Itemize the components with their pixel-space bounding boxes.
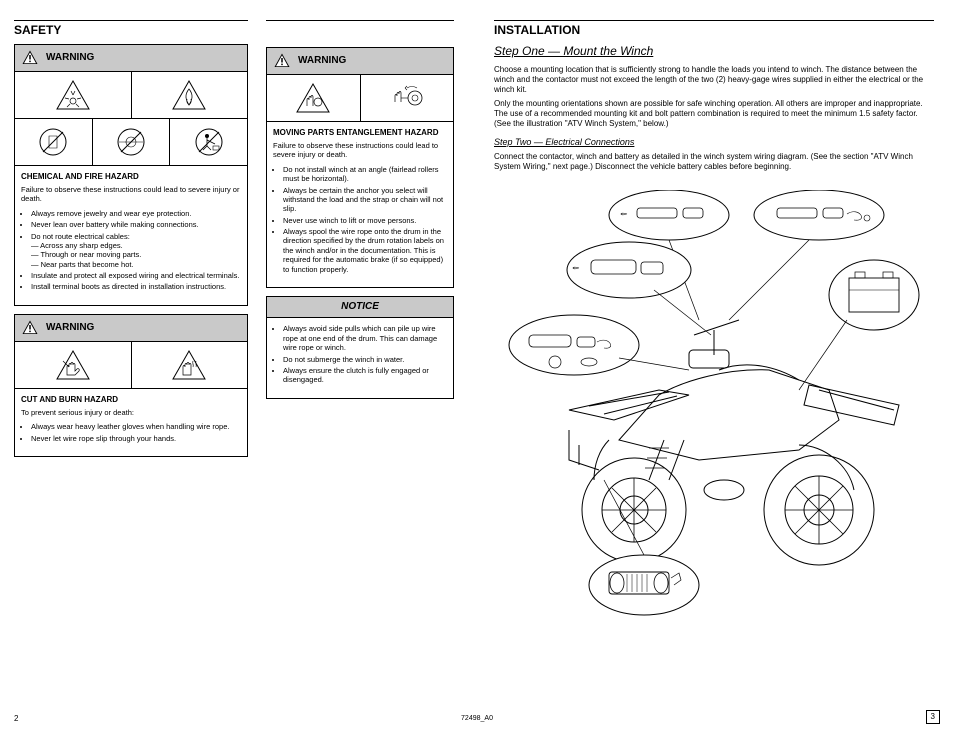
warn-header: WARNING bbox=[267, 48, 453, 75]
warn-chemical-fire: WARNING bbox=[14, 44, 248, 306]
warn-item: Never let wire rope slip through your ha… bbox=[31, 434, 241, 443]
warn-item: Do not route electrical cables: — Across… bbox=[31, 232, 241, 270]
alert-icon bbox=[20, 49, 40, 67]
alert-icon bbox=[272, 52, 292, 70]
warn-item: Always spool the wire rope onto the drum… bbox=[283, 227, 447, 274]
notice-header: NOTICE bbox=[267, 297, 453, 319]
warn-label: WARNING bbox=[46, 52, 94, 65]
no-sharp-edges-icon bbox=[93, 119, 171, 165]
warn-label: WARNING bbox=[298, 55, 346, 68]
notice-list: Always avoid side pulls which can pile u… bbox=[283, 324, 447, 384]
explosion-icon bbox=[15, 72, 132, 118]
warn-sub: Failure to observe these instructions co… bbox=[21, 185, 241, 204]
notice-item: Always ensure the clutch is fully engage… bbox=[283, 366, 447, 385]
notice-item: Always avoid side pulls which can pile u… bbox=[283, 324, 447, 352]
col-installation: INSTALLATION Step One — Mount the Winch … bbox=[494, 20, 934, 680]
warn-item: Do not install winch at an angle (fairle… bbox=[283, 165, 447, 184]
callout-handlebar-switch bbox=[509, 315, 689, 375]
install-title: INSTALLATION bbox=[494, 23, 934, 38]
notice-label: NOTICE bbox=[341, 301, 379, 314]
install-body-1: Choose a mounting location that is suffi… bbox=[494, 65, 934, 95]
warn-item: Never lean over battery while making con… bbox=[31, 220, 241, 229]
callout-battery bbox=[799, 260, 919, 390]
notice-item: Do not submerge the winch in water. bbox=[283, 355, 447, 364]
icon-row bbox=[267, 75, 453, 122]
warn-header: WARNING bbox=[15, 315, 247, 342]
warn-sub: Failure to observe these instructions co… bbox=[273, 141, 447, 160]
doc-id: 72498_A0 bbox=[461, 715, 493, 724]
warn-body-2: CUT AND BURN HAZARD To prevent serious i… bbox=[15, 389, 247, 456]
warn-header: WARNING bbox=[15, 45, 247, 72]
icon-row bbox=[15, 342, 247, 389]
warn-item: Always remove jewelry and wear eye prote… bbox=[31, 209, 241, 218]
warn-moving-parts: WARNING MOVING PARTS ENTANGLEMENT HAZARD… bbox=[266, 47, 454, 288]
warn-item: Install terminal boots as directed in in… bbox=[31, 282, 241, 291]
alert-icon bbox=[20, 319, 40, 337]
safety-title: SAFETY bbox=[14, 23, 248, 38]
step-1: Step One — Mount the Winch bbox=[494, 44, 934, 59]
warn-label: WARNING bbox=[46, 322, 94, 335]
page-num-left: 2 bbox=[14, 714, 18, 724]
warn-heading: CHEMICAL AND FIRE HAZARD bbox=[21, 172, 241, 182]
no-lean-icon bbox=[170, 119, 247, 165]
warn-item: Always wear heavy leather gloves when ha… bbox=[31, 422, 241, 431]
install-body-2: Only the mounting orientations shown are… bbox=[494, 99, 934, 129]
warn-list: Always remove jewelry and wear eye prote… bbox=[31, 209, 241, 292]
warn-body-1: CHEMICAL AND FIRE HAZARD Failure to obse… bbox=[15, 166, 247, 305]
warn-heading: CUT AND BURN HAZARD bbox=[21, 395, 241, 405]
no-jewelry-icon bbox=[15, 119, 93, 165]
warn-item: Never use winch to lift or move persons. bbox=[283, 216, 447, 225]
warn-body: MOVING PARTS ENTANGLEMENT HAZARD Failure… bbox=[267, 122, 453, 287]
warn-heading: MOVING PARTS ENTANGLEMENT HAZARD bbox=[273, 128, 447, 138]
step-2: Step Two — Electrical Connections bbox=[494, 137, 934, 148]
icon-row-2 bbox=[15, 119, 247, 166]
atv-diagram bbox=[494, 190, 934, 620]
warn-list: Do not install winch at an angle (fairle… bbox=[283, 165, 447, 274]
fire-icon bbox=[132, 72, 248, 118]
notice-body: Always avoid side pulls which can pile u… bbox=[267, 318, 453, 397]
page-num-right: 3 bbox=[926, 710, 940, 724]
warn-list: Always wear heavy leather gloves when ha… bbox=[31, 422, 241, 443]
entangle-icon bbox=[267, 75, 361, 121]
notice-box: NOTICE Always avoid side pulls which can… bbox=[266, 296, 454, 399]
hand-drum-icon bbox=[361, 75, 454, 121]
col-safety-2: WARNING MOVING PARTS ENTANGLEMENT HAZARD… bbox=[266, 20, 454, 680]
col-safety: SAFETY WARNING bbox=[14, 20, 248, 680]
warn-cut-burn: WARNING CUT AND BURN HAZARD To prevent s… bbox=[14, 314, 248, 457]
install-body-3: Connect the contactor, winch and battery… bbox=[494, 152, 934, 172]
page: SAFETY WARNING bbox=[14, 20, 940, 680]
warn-item: Insulate and protect all exposed wiring … bbox=[31, 271, 241, 280]
cut-hand-icon bbox=[15, 342, 132, 388]
warn-item: Always be certain the anchor you select … bbox=[283, 186, 447, 214]
icon-row-1 bbox=[15, 72, 247, 119]
burn-hand-icon bbox=[132, 342, 248, 388]
warn-sub: To prevent serious injury or death: bbox=[21, 408, 241, 417]
